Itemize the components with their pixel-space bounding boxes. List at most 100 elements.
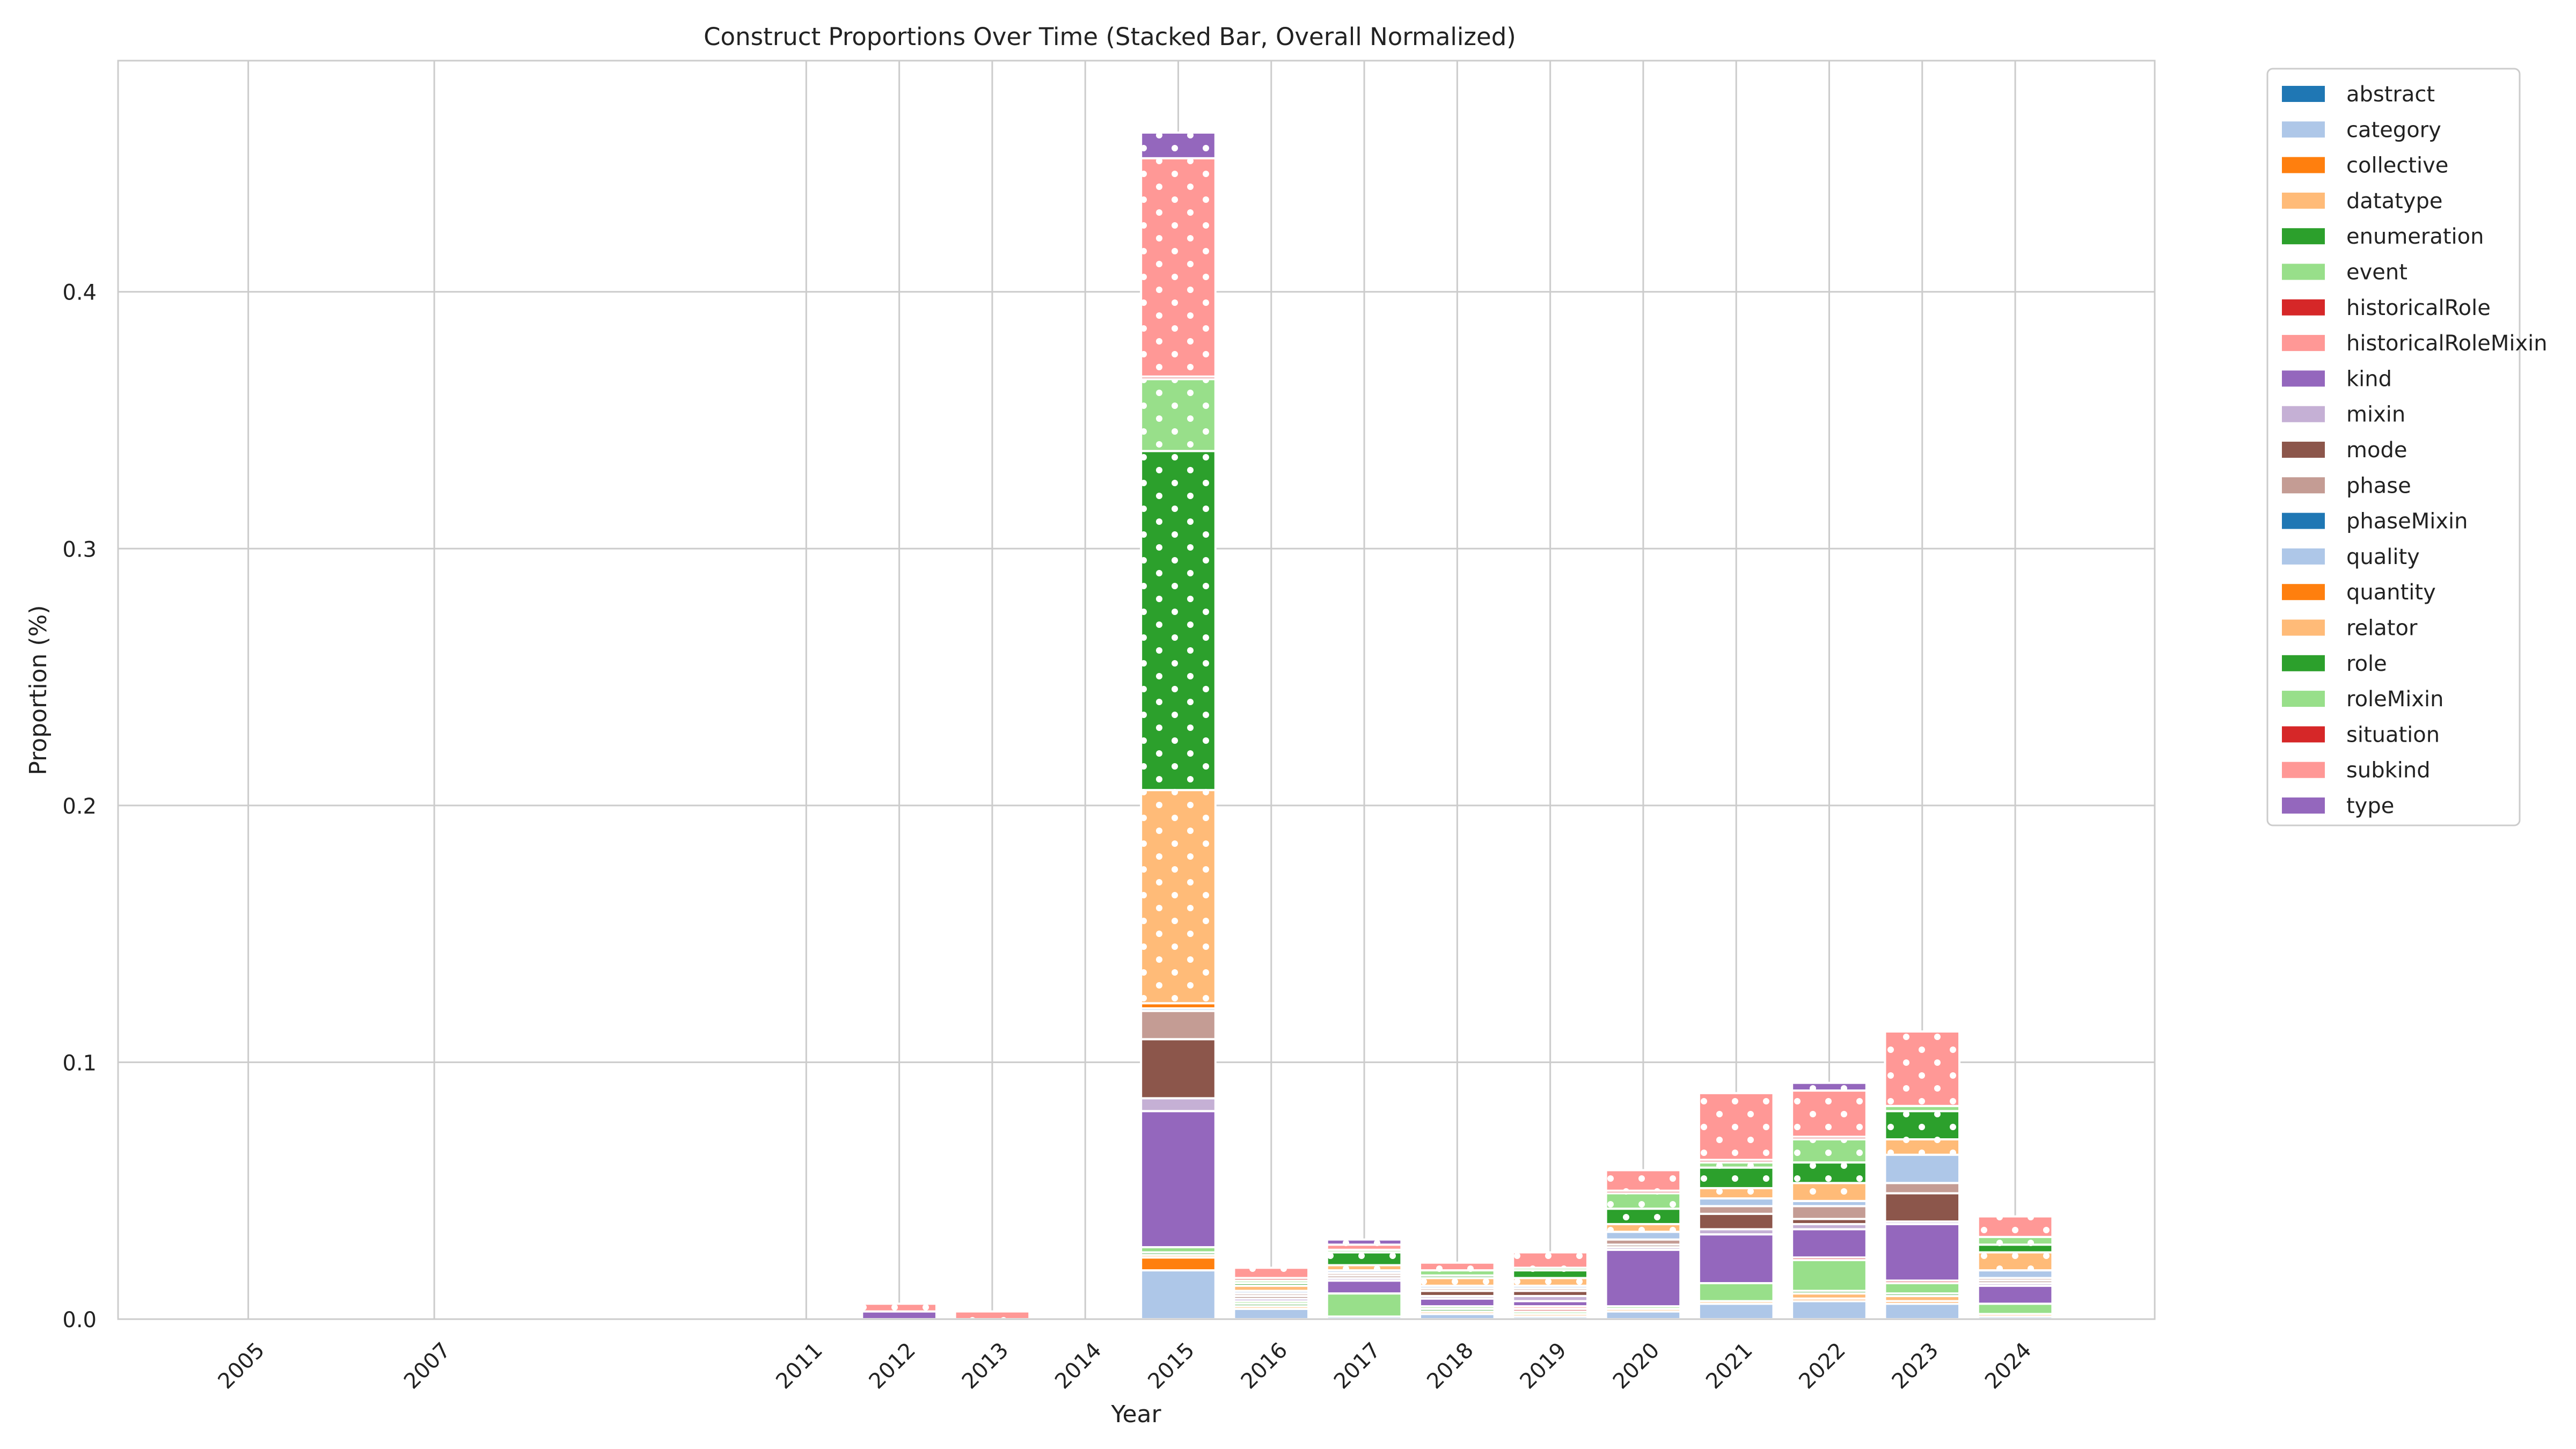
- bar-segment-event-2022: [1791, 1258, 1868, 1292]
- bar-segment-mode-2015: [1140, 1038, 1217, 1100]
- legend-swatch-phase: [2282, 477, 2325, 494]
- x-tick-label: 2005: [214, 1338, 270, 1394]
- x-axis-ticks: 2005 2007 2011 2012 2013 2014 2015 2016 2017 2018…: [214, 1338, 2037, 1394]
- x-tick-label: 2019: [1516, 1338, 1572, 1394]
- bar-hatch-relator-2019: [1513, 1278, 1587, 1286]
- bar-hatch-subkind-2017: [1327, 1245, 1402, 1250]
- bar-segment-phase-2023: [1884, 1182, 1961, 1195]
- legend-label-roleMixin: roleMixin: [2346, 687, 2444, 712]
- legend-label-kind: kind: [2346, 367, 2392, 391]
- bar-segment-quality-2023: [1884, 1153, 1961, 1184]
- legend-swatch-event: [2282, 264, 2325, 280]
- bar-segment-phase-2021: [1697, 1205, 1775, 1215]
- legend-label-category: category: [2346, 118, 2441, 142]
- bar-hatch-roleMixin-2018: [1420, 1270, 1495, 1276]
- bar-hatch-roleMixin-2023: [1885, 1106, 1960, 1111]
- x-tick-label: 2023: [1887, 1338, 1944, 1394]
- legend-label-mode: mode: [2346, 438, 2407, 463]
- bar-segment-event-2024: [1977, 1302, 2054, 1315]
- bar-segment-kind-2022: [1791, 1228, 1868, 1259]
- bar-hatch-subkind-2023: [1885, 1031, 1960, 1106]
- bar-hatch-relator-2015: [1141, 790, 1216, 1004]
- legend-label-role: role: [2346, 652, 2387, 676]
- bar-segment-phase-2015: [1140, 1009, 1217, 1041]
- legend-swatch-type: [2282, 797, 2325, 814]
- bar-hatch-roleMixin-2020: [1606, 1193, 1681, 1209]
- legend-swatch-mixin: [2282, 406, 2325, 422]
- bar-segment-kind-2021: [1697, 1233, 1775, 1285]
- bar-segment-event-2023: [1884, 1282, 1961, 1295]
- bar-segment-phase-2022: [1791, 1205, 1868, 1220]
- legend-label-collective: collective: [2346, 153, 2448, 178]
- bar-segment-kind-2018: [1419, 1297, 1496, 1308]
- bar-hatch-subkind-2013: [955, 1311, 1030, 1319]
- bar-hatch-relator-2016: [1234, 1285, 1309, 1291]
- bar-segment-kind-2024: [1977, 1284, 2054, 1305]
- x-tick-label: 2007: [399, 1338, 456, 1394]
- legend-label-phaseMixin: phaseMixin: [2346, 509, 2468, 534]
- bar-hatch-role-2020: [1606, 1209, 1681, 1224]
- bar-segment-event-2017: [1326, 1292, 1403, 1318]
- x-tick-label: 2017: [1329, 1338, 1386, 1394]
- bar-segment-category-2015: [1140, 1269, 1217, 1321]
- legend-label-event: event: [2346, 260, 2407, 285]
- y-axis-ticks: 0.0 0.1 0.2 0.3 0.4: [62, 281, 97, 1333]
- x-tick-label: 2020: [1608, 1338, 1665, 1394]
- y-tick-label: 0.4: [62, 281, 97, 305]
- bar-hatch-relator-2022: [1792, 1183, 1867, 1201]
- legend-label-historicalRoleMixin: historicalRoleMixin: [2346, 331, 2548, 356]
- bar-hatch-subkind-2015: [1141, 158, 1216, 377]
- y-tick-label: 0.2: [62, 794, 97, 819]
- bar-hatch-subkind-2012: [862, 1304, 936, 1312]
- y-tick-label: 0.1: [62, 1051, 97, 1075]
- bar-hatch-roleMixin-2015: [1141, 379, 1216, 451]
- y-tick-label: 0.3: [62, 537, 97, 562]
- plot-frame: [117, 60, 2156, 1320]
- bar-hatch-type-2022: [1792, 1082, 1867, 1091]
- y-axis-label: Proportion (%): [25, 605, 52, 775]
- x-tick-label: 2018: [1422, 1338, 1479, 1394]
- legend: abstract category collective datatype enumer…: [2266, 68, 2548, 826]
- bar-segment-category-2016: [1233, 1307, 1310, 1321]
- legend-label-quantity: quantity: [2346, 580, 2436, 605]
- bar-hatch-roleMixin-2022: [1792, 1139, 1867, 1163]
- x-tick-label: 2012: [865, 1338, 921, 1394]
- bar-segment-mode-2021: [1697, 1212, 1775, 1231]
- chart-title: Construct Proportions Over Time (Stacked…: [704, 23, 1516, 51]
- bar-hatch-relator-2017: [1327, 1265, 1402, 1271]
- x-tick-label: 2015: [1143, 1338, 1199, 1394]
- legend-swatch-datatype: [2282, 192, 2325, 209]
- legend-swatch-mode: [2282, 442, 2325, 458]
- x-axis-label: Year: [1110, 1401, 1161, 1428]
- legend-swatch-enumeration: [2282, 228, 2325, 245]
- bar-hatch-relator-2018: [1420, 1278, 1495, 1286]
- bar-hatch-subkind-2018: [1420, 1262, 1495, 1271]
- legend-label-historicalRole: historicalRole: [2346, 296, 2491, 320]
- x-tick-label: 2014: [1050, 1338, 1107, 1394]
- bar-hatch-roleMixin-2024: [1978, 1236, 2053, 1245]
- bar-segment-kind-2017: [1326, 1279, 1403, 1295]
- bar-segment-quality-2024: [1977, 1269, 2054, 1279]
- bar-segment-category-2022: [1791, 1300, 1868, 1320]
- bar-hatch-subkind-2024: [1978, 1216, 2053, 1237]
- y-tick-label: 0.0: [62, 1308, 97, 1333]
- legend-label-enumeration: enumeration: [2346, 224, 2484, 249]
- bars: [861, 131, 2054, 1321]
- legend-swatch-relator: [2282, 619, 2325, 636]
- bar-hatch-role-2023: [1885, 1111, 1960, 1139]
- x-tick-label: 2021: [1701, 1338, 1758, 1394]
- bar-hatch-subkind-2020: [1606, 1170, 1681, 1191]
- bar-hatch-role-2022: [1792, 1162, 1867, 1183]
- legend-items: abstract category collective datatype enumer…: [2282, 82, 2548, 818]
- legend-swatch-quantity: [2282, 584, 2325, 601]
- bar-hatch-relator-2023: [1885, 1139, 1960, 1155]
- bar-hatch-type-2017: [1327, 1239, 1402, 1245]
- legend-swatch-abstract: [2282, 86, 2325, 102]
- legend-label-quality: quality: [2346, 545, 2420, 569]
- bar-hatch-subkind-2021: [1699, 1093, 1774, 1160]
- bar-segment-kind-2020: [1605, 1248, 1682, 1308]
- bar-segment-mode-2023: [1884, 1192, 1961, 1223]
- x-tick-label: 2011: [771, 1338, 828, 1394]
- bar-hatch-subkind-2019: [1513, 1252, 1587, 1268]
- bar-segment-quality-2020: [1605, 1231, 1682, 1241]
